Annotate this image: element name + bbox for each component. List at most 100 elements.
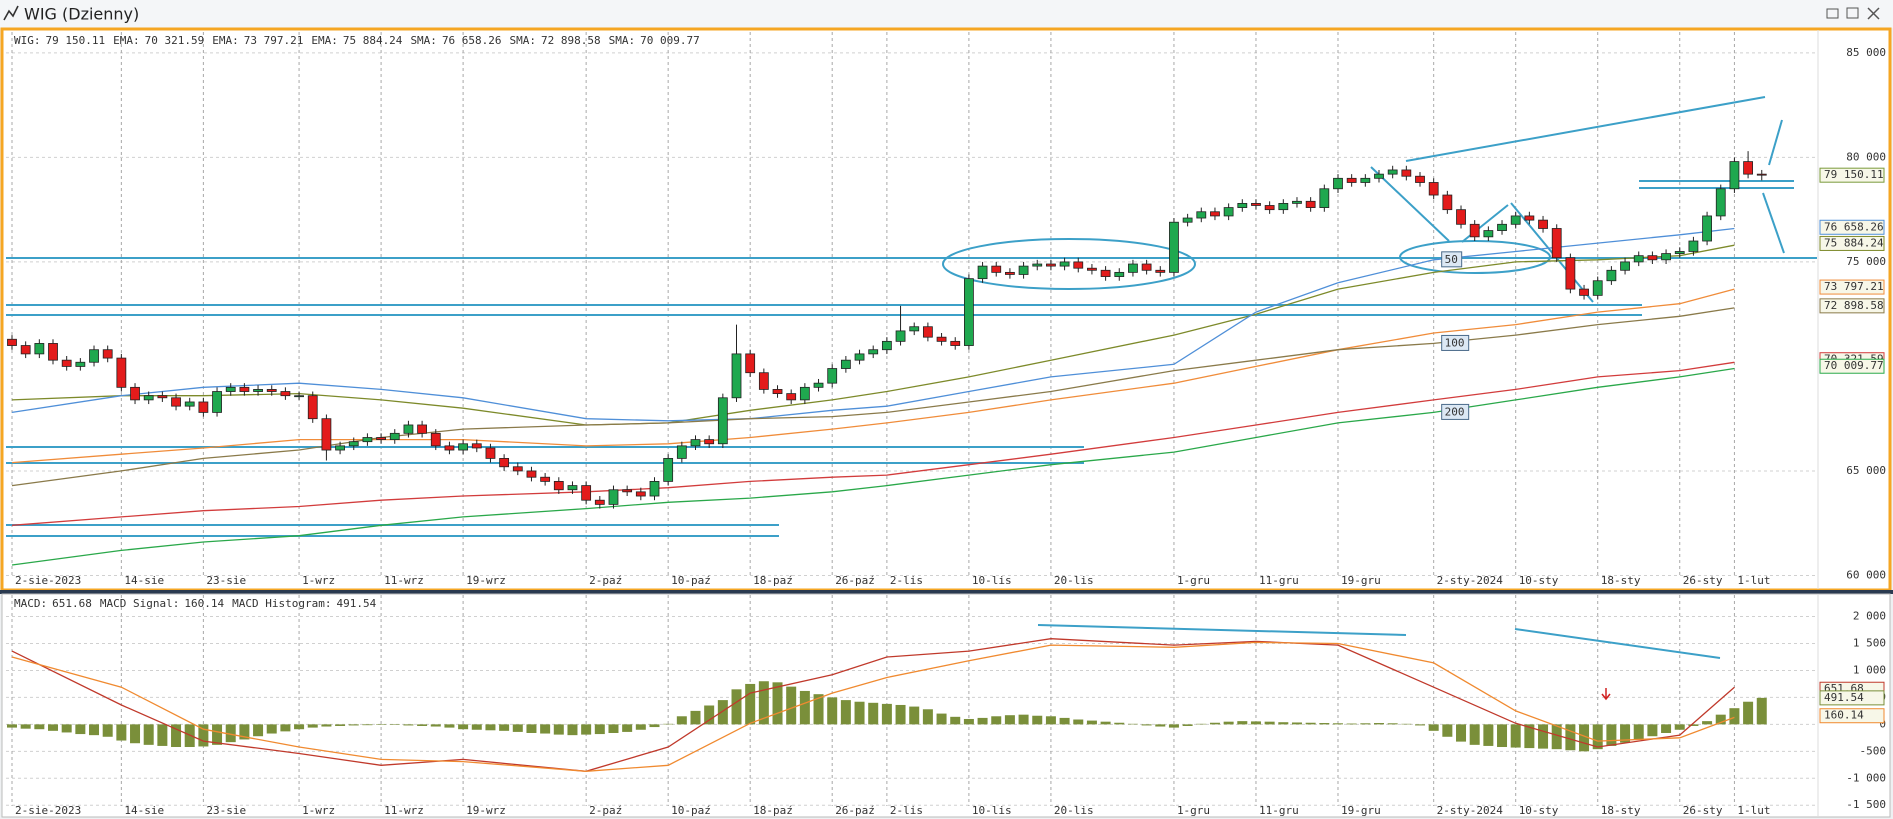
candle-body <box>1387 169 1398 175</box>
x-tick-label: 18-sty <box>1601 574 1641 587</box>
candle-body <box>676 445 687 459</box>
candle-body <box>881 340 892 351</box>
candle-body <box>786 393 797 401</box>
histogram-bar <box>1442 724 1453 737</box>
histogram-bar <box>608 724 619 733</box>
candle-body <box>704 439 715 445</box>
legend-text: 75 884.24 <box>343 34 403 47</box>
grid-layer <box>6 32 1818 806</box>
y-tick-label: 85 000 <box>1846 46 1886 59</box>
close-button[interactable] <box>1867 7 1880 20</box>
candle-body <box>622 489 633 493</box>
candle-body <box>458 443 469 451</box>
histogram-bar <box>1510 724 1521 748</box>
candle-body <box>635 491 646 497</box>
x-tick-label: 2-paź <box>589 804 622 817</box>
legend-text: SMA: <box>410 34 437 47</box>
candle-body <box>143 395 154 401</box>
scenario-line <box>1762 192 1785 254</box>
histogram-bar <box>212 724 223 745</box>
histogram-bar <box>1319 723 1330 725</box>
candle-body <box>731 353 742 399</box>
candle-body <box>321 418 332 451</box>
legend-text: 73 797.21 <box>244 34 304 47</box>
histogram-bar <box>61 724 72 733</box>
histogram-bar <box>1100 721 1111 725</box>
period-tag: 50 <box>1445 253 1458 266</box>
histogram-bar <box>1209 722 1220 725</box>
candle-body <box>1483 230 1494 238</box>
x-tick-label: 10-lis <box>972 804 1012 817</box>
histogram-bar <box>977 717 988 725</box>
histogram-bar <box>444 724 455 728</box>
histogram-bar <box>1196 723 1207 725</box>
candle-body <box>840 359 851 369</box>
candle-body <box>758 372 769 390</box>
legend-text: SMA: <box>510 34 537 47</box>
candle-body <box>130 386 140 401</box>
candle-body <box>212 391 222 413</box>
histogram-bar <box>471 724 482 730</box>
x-tick-label: 2-sie-2023 <box>15 574 81 587</box>
candle-body <box>567 485 578 491</box>
histogram-bar <box>1182 724 1193 726</box>
candle-body <box>813 382 824 388</box>
histogram-bar <box>348 724 359 726</box>
y-tick-label: 75 000 <box>1846 255 1886 268</box>
candle-body <box>991 265 1002 273</box>
histogram-bar <box>594 724 605 735</box>
legend-text: EMA: <box>113 34 140 47</box>
histogram-bar <box>75 724 86 735</box>
candle-body <box>61 359 72 367</box>
x-tick-label: 2-sty-2024 <box>1437 574 1504 587</box>
candle-body <box>964 278 974 346</box>
histogram-bar <box>1114 722 1125 725</box>
trend-line <box>1405 96 1766 162</box>
histogram-bar <box>239 724 250 740</box>
histogram-bar <box>130 724 141 744</box>
candle-body <box>1073 261 1084 269</box>
x-tick-label: 1-gru <box>1177 804 1210 817</box>
histogram-bar <box>34 724 45 730</box>
minimize-button[interactable] <box>1826 8 1839 19</box>
candle-body <box>1333 177 1343 190</box>
histogram-bar <box>362 724 373 726</box>
x-tick-label: 11-wrz <box>384 574 424 587</box>
x-tick-label: 10-lis <box>972 574 1012 587</box>
candle-body <box>34 343 45 355</box>
histogram-bar <box>1428 724 1439 731</box>
candle-body <box>745 353 756 374</box>
histogram-bar <box>813 694 824 725</box>
histogram-bar <box>1278 722 1289 725</box>
histogram-bar <box>458 724 469 730</box>
candle-body <box>376 437 386 440</box>
histogram-bar <box>786 686 797 725</box>
histogram-bar <box>1538 724 1549 749</box>
candle-body <box>20 345 31 355</box>
x-tick-label: 18-paź <box>753 574 793 587</box>
histogram-bar <box>198 724 209 747</box>
period-tag: 200 <box>1445 405 1465 418</box>
value-box-label: 72 898.58 <box>1824 299 1884 312</box>
candle-body <box>1319 188 1330 208</box>
y-tick-label: 1 500 <box>1853 637 1886 650</box>
histogram-bar <box>1715 714 1726 725</box>
histogram-bar <box>1483 724 1494 746</box>
divergence-line <box>1514 628 1721 659</box>
candle-body <box>909 326 920 332</box>
histogram-bar <box>1155 724 1166 727</box>
candle-body <box>471 443 482 449</box>
x-tick-label: 1-wrz <box>302 804 335 817</box>
x-tick-label: 23-sie <box>206 804 246 817</box>
histogram-bar <box>1688 724 1699 726</box>
title-icon <box>3 5 19 21</box>
x-tick-label: 19-gru <box>1341 804 1381 817</box>
x-tick-label: 18-sty <box>1601 804 1641 817</box>
restore-button[interactable] <box>1846 7 1859 19</box>
candle-body <box>1237 202 1248 208</box>
histogram-bar <box>663 723 674 725</box>
legend-text: 491.54 <box>336 597 376 610</box>
candle-body <box>950 340 961 346</box>
candle-body <box>1565 257 1576 290</box>
histogram-bar <box>690 710 701 725</box>
